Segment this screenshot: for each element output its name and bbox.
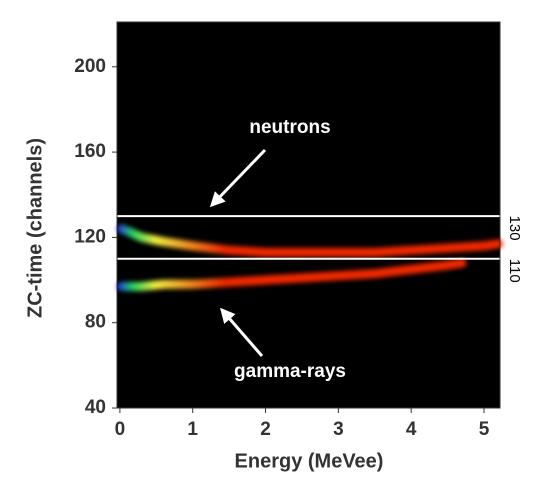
x-tick-label: 5 bbox=[479, 419, 490, 440]
y-tick-label: 120 bbox=[74, 226, 106, 247]
x-tick-label: 4 bbox=[406, 419, 417, 440]
x-axis-label: Energy (MeVee) bbox=[235, 450, 384, 472]
annotation: neutrons bbox=[249, 117, 330, 138]
reference-label: 130 bbox=[506, 216, 523, 241]
annotation-arrow bbox=[209, 148, 267, 208]
reference-label: 110 bbox=[506, 259, 523, 283]
x-tick-label: 0 bbox=[115, 419, 126, 440]
y-tick-label: 80 bbox=[85, 312, 106, 333]
y-tick-label: 160 bbox=[74, 141, 106, 162]
density-band bbox=[116, 224, 504, 257]
x-tick-label: 2 bbox=[260, 419, 271, 440]
x-tick-label: 1 bbox=[187, 419, 198, 440]
y-axis-label: ZC-time (channels) bbox=[24, 138, 46, 318]
y-tick-label: 200 bbox=[74, 56, 106, 77]
plot-area bbox=[117, 22, 500, 408]
annotation-arrow bbox=[220, 307, 264, 357]
density-band bbox=[116, 258, 467, 291]
plot-frame bbox=[116, 21, 501, 409]
x-tick-label: 3 bbox=[333, 419, 344, 440]
annotation: gamma-rays bbox=[234, 361, 346, 382]
y-tick-label: 40 bbox=[85, 397, 106, 418]
